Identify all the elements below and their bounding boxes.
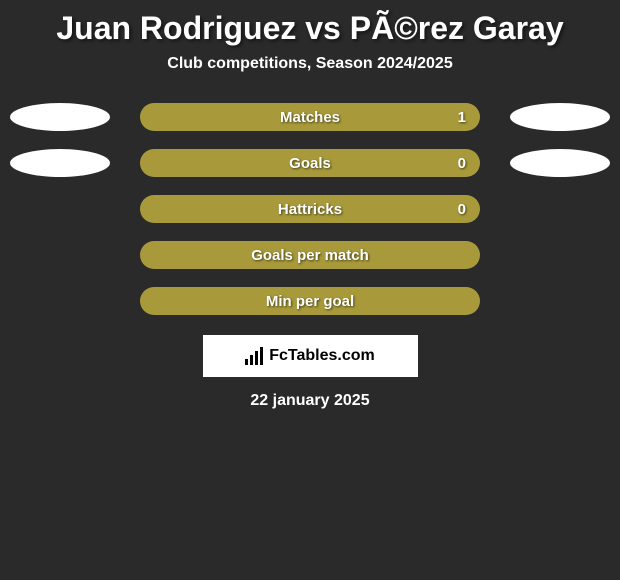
stat-bar: Goals 0 xyxy=(140,149,480,177)
right-ellipse xyxy=(510,149,610,177)
stat-value: 0 xyxy=(458,155,466,172)
logo-bar-segment xyxy=(250,355,253,365)
logo-bar-segment xyxy=(255,351,258,365)
stat-row: Goals 0 xyxy=(0,149,620,177)
stat-label: Goals per match xyxy=(251,247,369,264)
logo-bar-segment xyxy=(260,347,263,365)
stat-row: Hattricks 0 xyxy=(0,195,620,223)
logo-content: FcTables.com xyxy=(245,347,375,365)
stats-container: Matches 1 Goals 0 Hattricks 0 Goals per match M… xyxy=(0,103,620,315)
stat-value: 0 xyxy=(458,201,466,218)
page-title: Juan Rodriguez vs PÃ©rez Garay xyxy=(0,0,620,55)
stat-label: Min per goal xyxy=(266,293,354,310)
logo-bar-segment xyxy=(245,359,248,365)
stat-bar: Matches 1 xyxy=(140,103,480,131)
subtitle: Club competitions, Season 2024/2025 xyxy=(0,55,620,103)
left-ellipse xyxy=(10,149,110,177)
date-text: 22 january 2025 xyxy=(0,392,620,410)
stat-row: Min per goal xyxy=(0,287,620,315)
logo-text: FcTables.com xyxy=(269,347,375,365)
stat-row: Matches 1 xyxy=(0,103,620,131)
stat-label: Hattricks xyxy=(278,201,342,218)
stat-label: Matches xyxy=(280,109,340,126)
stat-bar: Goals per match xyxy=(140,241,480,269)
stat-bar: Min per goal xyxy=(140,287,480,315)
stat-row: Goals per match xyxy=(0,241,620,269)
logo-box[interactable]: FcTables.com xyxy=(203,335,418,377)
stat-bar: Hattricks 0 xyxy=(140,195,480,223)
bar-chart-icon xyxy=(245,347,263,365)
right-ellipse xyxy=(510,103,610,131)
stat-value: 1 xyxy=(458,109,466,126)
left-ellipse xyxy=(10,103,110,131)
comparison-widget: Juan Rodriguez vs PÃ©rez Garay Club comp… xyxy=(0,0,620,410)
stat-label: Goals xyxy=(289,155,331,172)
